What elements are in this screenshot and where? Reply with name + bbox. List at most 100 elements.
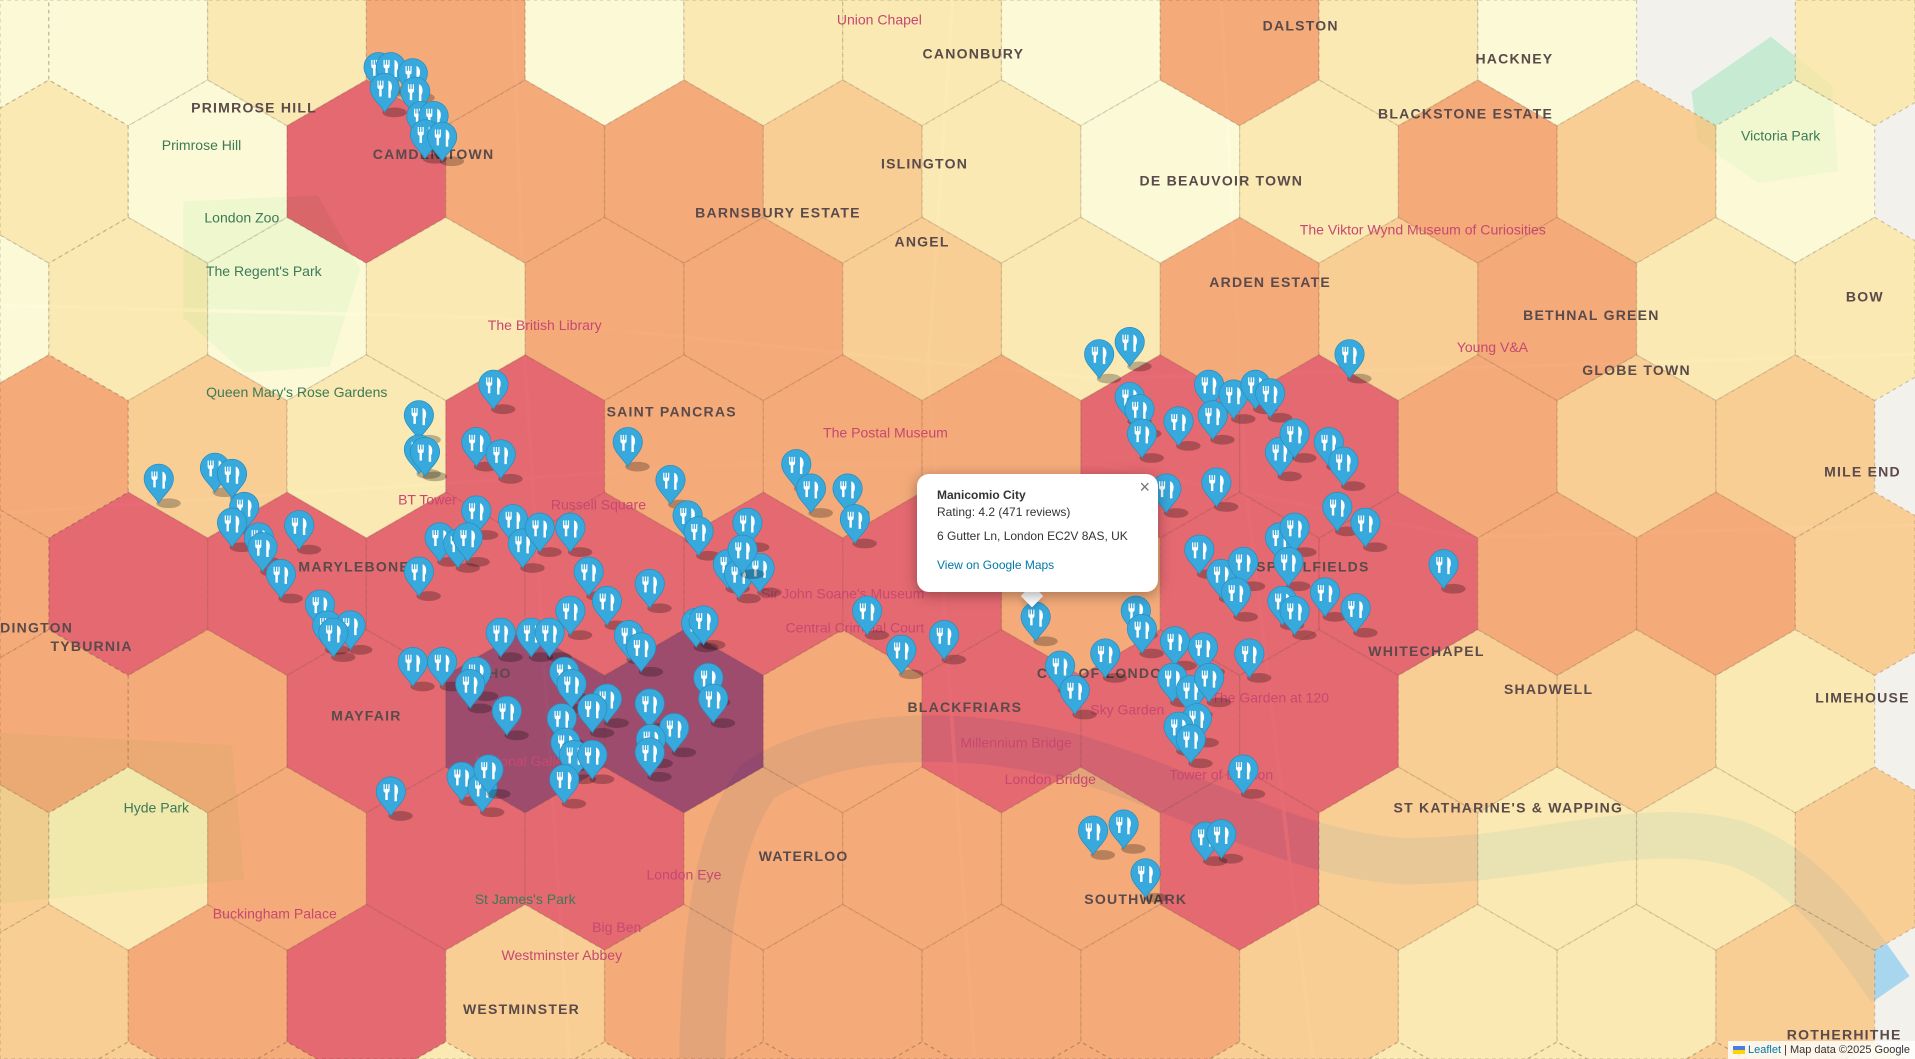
restaurant-marker[interactable] xyxy=(427,121,465,167)
restaurant-marker[interactable] xyxy=(1194,662,1232,708)
map-label: Sir John Soane's Museum xyxy=(761,586,924,602)
hexbin-cell xyxy=(0,628,129,814)
restaurant-marker[interactable] xyxy=(1159,626,1197,671)
fork-knife-icon xyxy=(642,745,658,763)
restaurant-marker[interactable] xyxy=(284,510,322,555)
restaurant-marker[interactable] xyxy=(1126,614,1164,659)
restaurant-marker[interactable] xyxy=(1218,379,1256,424)
restaurant-marker[interactable] xyxy=(852,595,890,641)
ukraine-flag-icon xyxy=(1732,1046,1745,1055)
map-label: Westminster Abbey xyxy=(501,947,622,963)
restaurant-marker[interactable] xyxy=(1228,754,1266,799)
marker-shadow xyxy=(567,547,593,557)
restaurant-marker[interactable] xyxy=(634,568,672,614)
restaurant-marker[interactable] xyxy=(1350,507,1388,553)
hexbin-cell xyxy=(365,216,526,402)
restaurant-marker[interactable] xyxy=(1220,577,1258,622)
restaurant-marker[interactable] xyxy=(491,695,529,741)
restaurant-marker[interactable] xyxy=(1151,473,1189,518)
restaurant-marker[interactable] xyxy=(1020,601,1058,647)
restaurant-marker[interactable] xyxy=(1428,549,1466,594)
restaurant-marker[interactable] xyxy=(688,605,726,650)
restaurant-marker[interactable] xyxy=(626,632,664,677)
restaurant-marker[interactable] xyxy=(744,553,782,598)
restaurant-marker[interactable] xyxy=(452,522,490,567)
hexbin-cell xyxy=(365,766,526,951)
restaurant-marker[interactable] xyxy=(1197,400,1235,445)
restaurant-marker[interactable] xyxy=(1163,406,1201,451)
hexbin-cell xyxy=(1477,0,1638,127)
restaurant-marker[interactable] xyxy=(1279,418,1317,463)
restaurant-marker[interactable] xyxy=(698,683,736,728)
restaurant-marker[interactable] xyxy=(839,504,877,549)
restaurant-marker[interactable] xyxy=(1114,327,1152,372)
restaurant-marker[interactable] xyxy=(409,436,447,482)
restaurant-marker[interactable] xyxy=(555,595,593,641)
restaurant-marker[interactable] xyxy=(1078,815,1116,860)
restaurant-marker[interactable] xyxy=(1090,638,1128,683)
restaurant-marker[interactable] xyxy=(455,669,493,714)
restaurant-marker[interactable] xyxy=(265,559,303,604)
restaurant-marker[interactable] xyxy=(795,473,833,518)
hexbin-cell xyxy=(1477,216,1638,402)
fork-knife-icon xyxy=(696,613,711,631)
restaurant-marker[interactable] xyxy=(1234,638,1272,683)
marker-shadow xyxy=(864,630,890,641)
restaurant-marker[interactable] xyxy=(577,693,615,738)
leaflet-link[interactable]: Leaflet xyxy=(1747,1044,1781,1056)
hexbin-cell xyxy=(683,216,844,402)
restaurant-marker[interactable] xyxy=(375,776,413,821)
hexbin-cell xyxy=(1635,491,1796,677)
restaurant-marker[interactable] xyxy=(1334,339,1372,384)
restaurant-marker[interactable] xyxy=(1255,378,1293,423)
marker-shadow xyxy=(1163,508,1189,518)
marker-shadow xyxy=(1292,630,1317,641)
restaurant-marker[interactable] xyxy=(143,463,181,509)
fork-knife-icon xyxy=(1336,454,1351,472)
restaurant-marker[interactable] xyxy=(1130,858,1168,903)
restaurant-marker[interactable] xyxy=(1206,819,1244,864)
restaurant-marker[interactable] xyxy=(727,534,765,579)
restaurant-marker[interactable] xyxy=(1322,491,1360,537)
restaurant-marker[interactable] xyxy=(318,617,356,663)
hexbin-cell xyxy=(762,79,923,264)
restaurant-marker[interactable] xyxy=(591,586,629,631)
restaurant-marker[interactable] xyxy=(1340,593,1378,638)
google-maps-link[interactable]: View on Google Maps xyxy=(937,558,1055,572)
restaurant-marker[interactable] xyxy=(1273,546,1311,592)
restaurant-marker[interactable] xyxy=(1126,418,1164,463)
restaurant-marker[interactable] xyxy=(555,512,593,557)
restaurant-marker[interactable] xyxy=(478,369,516,415)
marker-shadow xyxy=(382,107,407,118)
restaurant-marker[interactable] xyxy=(929,620,967,665)
restaurant-marker[interactable] xyxy=(634,737,672,782)
fork-knife-icon xyxy=(236,499,252,517)
restaurant-marker[interactable] xyxy=(577,739,615,785)
restaurant-marker[interactable] xyxy=(369,73,407,118)
restaurant-marker[interactable] xyxy=(1108,809,1146,854)
marker-shadow xyxy=(1121,844,1146,854)
hexbin-cell xyxy=(1397,354,1558,539)
popup-close-button[interactable]: × xyxy=(1139,477,1150,497)
restaurant-marker[interactable] xyxy=(397,647,435,692)
restaurant-marker[interactable] xyxy=(1059,675,1097,720)
restaurant-marker[interactable] xyxy=(659,713,697,758)
restaurant-marker[interactable] xyxy=(1201,467,1239,512)
restaurant-marker[interactable] xyxy=(485,617,523,663)
hexbin-cell xyxy=(48,766,209,951)
restaurant-marker[interactable] xyxy=(485,439,523,484)
restaurant-marker[interactable] xyxy=(1175,724,1213,769)
restaurant-marker[interactable] xyxy=(524,512,562,557)
restaurant-marker[interactable] xyxy=(1084,339,1122,384)
restaurant-marker[interactable] xyxy=(549,764,587,809)
restaurant-marker[interactable] xyxy=(1328,446,1366,492)
restaurant-marker[interactable] xyxy=(1310,577,1348,622)
restaurant-marker[interactable] xyxy=(473,754,511,799)
restaurant-marker[interactable] xyxy=(612,427,650,472)
hexbin-cell xyxy=(1715,354,1876,539)
restaurant-marker[interactable] xyxy=(683,516,721,561)
restaurant-marker[interactable] xyxy=(886,634,924,680)
restaurant-marker[interactable] xyxy=(403,556,441,601)
restaurant-marker[interactable] xyxy=(1279,595,1317,641)
